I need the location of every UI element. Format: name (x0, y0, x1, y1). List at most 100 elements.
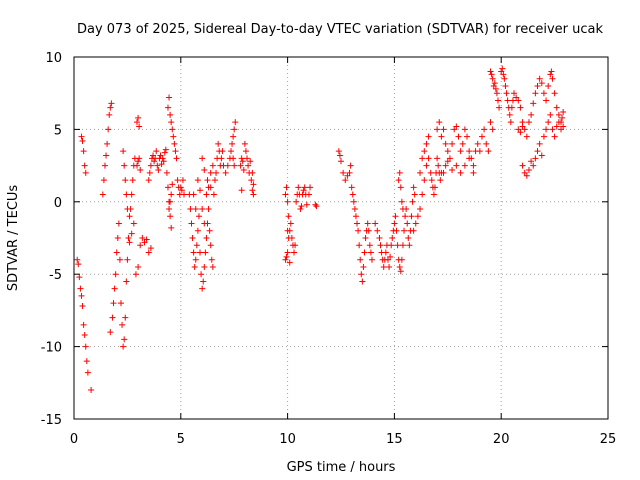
data-point (162, 146, 169, 153)
data-point (75, 261, 82, 268)
data-point (401, 227, 408, 234)
data-point (397, 184, 404, 191)
data-point (336, 152, 343, 159)
data-point (506, 111, 513, 118)
data-point (461, 126, 468, 133)
data-point (534, 148, 541, 155)
data-point (532, 90, 539, 97)
data-point (457, 148, 464, 155)
data-point (350, 198, 357, 205)
data-point (202, 249, 209, 256)
data-point (453, 162, 460, 169)
data-point (107, 104, 114, 111)
data-point (199, 206, 206, 213)
data-point (206, 227, 213, 234)
data-point (194, 177, 201, 184)
data-point (191, 263, 198, 270)
data-point (208, 256, 215, 263)
data-point (466, 155, 473, 162)
data-point (238, 187, 245, 194)
data-point (366, 242, 373, 249)
y-tick-label: -15 (41, 413, 62, 428)
data-point (219, 148, 226, 155)
data-point (367, 249, 374, 256)
data-point (501, 75, 508, 82)
data-point (421, 177, 428, 184)
data-point (245, 162, 252, 169)
data-point (207, 184, 214, 191)
data-point (197, 187, 204, 194)
data-point (121, 162, 128, 169)
data-point (355, 227, 362, 234)
data-point (487, 119, 494, 126)
data-point (357, 256, 364, 263)
data-point (391, 220, 398, 227)
data-point (358, 271, 365, 278)
data-point (488, 71, 495, 78)
data-point (340, 169, 347, 176)
data-point (284, 198, 291, 205)
data-point (291, 249, 298, 256)
data-point (99, 191, 106, 198)
data-point (135, 263, 142, 270)
data-point (249, 169, 256, 176)
data-point (398, 256, 405, 263)
data-point (239, 158, 246, 165)
data-point (380, 263, 387, 270)
x-tick-label: 5 (177, 432, 185, 447)
data-point (435, 162, 442, 169)
data-point (181, 191, 188, 198)
data-point (396, 263, 403, 270)
y-axis-title: SDTVAR / TECUs (6, 185, 21, 292)
data-point (105, 126, 112, 133)
data-point (124, 206, 131, 213)
data-point (530, 100, 537, 107)
data-point (192, 206, 199, 213)
data-point (199, 155, 206, 162)
data-point (207, 242, 214, 249)
data-point (287, 220, 294, 227)
data-point (313, 203, 320, 210)
data-point (160, 158, 167, 165)
data-point (199, 285, 206, 292)
data-point (159, 155, 166, 162)
data-point (547, 111, 554, 118)
data-point (303, 201, 310, 208)
data-point (187, 206, 194, 213)
data-point (360, 263, 367, 270)
data-point (500, 71, 507, 78)
data-point (540, 90, 547, 97)
data-point (392, 213, 399, 220)
data-point (123, 278, 130, 285)
data-point (232, 119, 239, 126)
data-point (135, 158, 142, 165)
data-point (440, 126, 447, 133)
data-point (248, 177, 255, 184)
data-point (419, 155, 426, 162)
data-point (174, 177, 181, 184)
data-point (470, 169, 477, 176)
data-point (536, 75, 543, 82)
data-point (204, 177, 211, 184)
data-point (241, 140, 248, 147)
data-point (166, 206, 173, 213)
data-point (504, 97, 511, 104)
data-point (560, 109, 567, 116)
data-point (398, 198, 405, 205)
data-point (164, 104, 171, 111)
data-point (395, 177, 402, 184)
data-point (534, 82, 541, 89)
data-point (231, 126, 238, 133)
data-point (172, 148, 179, 155)
data-point (240, 166, 247, 173)
data-point (213, 169, 220, 176)
data-point (230, 155, 237, 162)
data-point (346, 169, 353, 176)
data-point (155, 166, 162, 173)
data-point (106, 111, 113, 118)
data-point (198, 271, 205, 278)
data-point (509, 97, 516, 104)
data-point (81, 162, 88, 169)
data-point (166, 94, 173, 101)
data-point (551, 133, 558, 140)
